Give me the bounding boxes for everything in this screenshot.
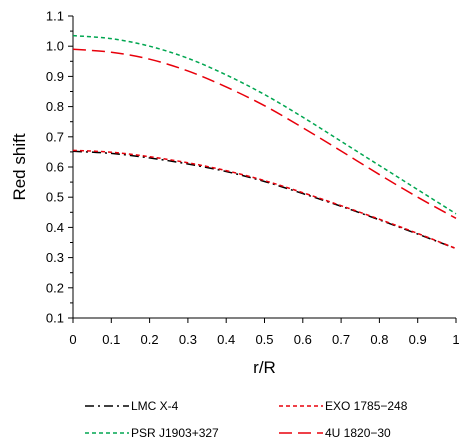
x-tick-label: 0.1 [102,332,120,347]
y-tick-label: 0.5 [46,190,64,205]
y-tick-label: 0.4 [46,220,64,235]
x-tick-label: 0.7 [332,332,350,347]
y-tick-label: 0.6 [46,160,64,175]
x-tick-label: 1 [452,332,459,347]
y-tick-label: 1.1 [46,9,64,24]
y-tick-label: 0.3 [46,250,64,265]
x-tick-label: 0.4 [217,332,235,347]
x-axis-title: r/R [253,358,276,377]
y-tick-label: 0.1 [46,311,64,326]
axes [72,16,456,319]
y-ticks: 0.1 0.2 0.3 0.4 0.5 0.6 0.7 0.8 0.9 1.0 1.1 [46,9,73,326]
series-lines [72,34,457,250]
x-tick-label: 0.5 [255,332,273,347]
x-tick-label: 0.9 [409,332,427,347]
series-line [72,150,457,250]
y-tick-label: 0.7 [46,129,64,144]
x-tick-label: 0.2 [141,332,159,347]
x-tick-label: 0.8 [370,332,388,347]
y-tick-label: 0.8 [46,99,64,114]
series-line [72,149,457,250]
legend-label: PSR J1903+327 [131,426,219,440]
series-line [72,34,457,215]
x-ticks: 0 0.1 0.2 0.3 0.4 0.5 0.6 0.7 0.8 0.9 1 [69,318,459,347]
x-tick-label: 0.6 [294,332,312,347]
y-tick-label: 0.2 [46,280,64,295]
legend: LMC X-4 EXO 1785−248 PSR J1903+327 4U 1820−… [85,399,408,440]
legend-label: LMC X-4 [131,399,179,413]
series-line [72,48,457,219]
legend-label: 4U 1820−30 [325,426,391,440]
y-tick-label: 0.9 [46,69,64,84]
y-axis-title: Red shift [10,133,29,200]
y-tick-label: 1.0 [46,39,64,54]
x-tick-label: 0.3 [179,332,197,347]
legend-label: EXO 1785−248 [325,399,408,413]
x-tick-label: 0 [69,332,76,347]
